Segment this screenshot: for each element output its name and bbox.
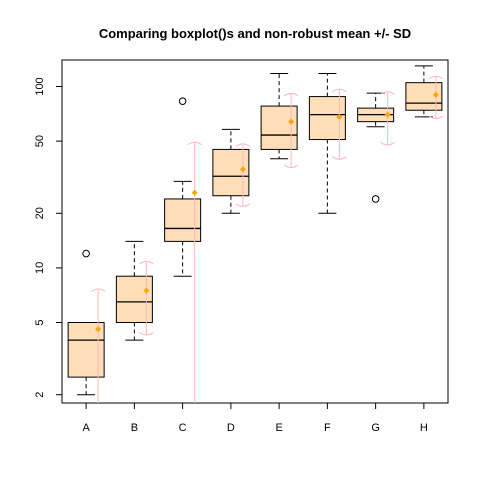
box-group-h xyxy=(405,65,443,118)
sd-upper-cap xyxy=(187,141,202,146)
mean-marker xyxy=(288,118,295,125)
x-tick-label: F xyxy=(324,422,331,434)
mean-sd-e xyxy=(283,92,299,168)
sd-lower-cap xyxy=(332,156,347,160)
sd-upper-cap xyxy=(428,75,444,80)
sd-lower-cap xyxy=(428,115,444,120)
box-iqr xyxy=(164,198,202,242)
mean-marker xyxy=(432,91,439,98)
x-tick-label: G xyxy=(371,422,380,434)
mean-sd-g xyxy=(380,91,395,146)
sd-lower-cap xyxy=(235,203,251,207)
sd-upper-cap xyxy=(380,91,395,95)
box-group-g xyxy=(357,92,395,203)
sd-lower-cap xyxy=(283,164,299,168)
sd-upper-cap xyxy=(139,260,154,265)
mean-marker xyxy=(143,287,150,294)
box-group-f xyxy=(308,72,346,214)
x-tick-label: C xyxy=(179,422,187,434)
box-group-a xyxy=(67,249,105,396)
x-tick-label: B xyxy=(131,422,138,434)
y-tick-label: 50 xyxy=(34,135,46,147)
mean-sd-h xyxy=(428,75,444,120)
mean-marker xyxy=(95,326,102,333)
y-tick-label: 10 xyxy=(34,262,46,274)
outlier-point xyxy=(178,97,187,105)
mean-marker xyxy=(239,166,246,173)
y-tick-label: 20 xyxy=(34,207,46,219)
sd-upper-cap xyxy=(283,92,299,97)
chart-title: Comparing boxplot()s and non-robust mean… xyxy=(99,26,411,41)
y-tick-label: 5 xyxy=(34,319,46,325)
box-iqr xyxy=(212,148,250,197)
y-tick-label: 2 xyxy=(34,392,46,398)
mean-sd-f xyxy=(332,88,347,160)
box-group-e xyxy=(260,72,298,160)
outlier-point xyxy=(371,195,380,203)
box-iqr xyxy=(260,105,298,150)
mean-sd-a xyxy=(90,288,106,403)
mean-sd-b xyxy=(139,260,154,336)
sd-lower-cap xyxy=(139,331,154,336)
x-tick-label: A xyxy=(82,422,90,434)
box-group-c xyxy=(164,97,202,277)
mean-sd-d xyxy=(235,143,251,207)
mean-sd-layer xyxy=(90,75,444,403)
sd-upper-cap xyxy=(90,288,106,292)
x-axis: A B C D E F G H xyxy=(82,403,428,434)
sd-upper-cap xyxy=(332,88,347,93)
box-iqr xyxy=(115,275,153,324)
mean-sd-c xyxy=(187,141,202,403)
x-tick-label: H xyxy=(420,422,428,434)
x-tick-label: D xyxy=(227,422,235,434)
sd-upper-cap xyxy=(235,143,251,147)
x-tick-label: E xyxy=(275,422,282,434)
y-tick-label: 100 xyxy=(34,77,46,95)
sd-lower-cap xyxy=(380,141,395,146)
outlier-point xyxy=(82,249,90,258)
mean-marker xyxy=(191,189,198,196)
y-axis: 2 5 10 20 50 100 xyxy=(34,77,63,398)
mean-marker xyxy=(336,113,343,120)
mean-marker xyxy=(384,111,391,118)
